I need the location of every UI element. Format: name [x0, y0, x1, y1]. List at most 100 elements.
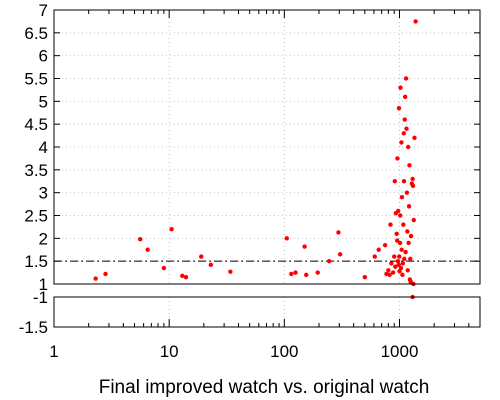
data-point [404, 126, 409, 131]
data-point [399, 195, 405, 200]
data-point [199, 254, 204, 259]
y-tick-label: 3 [39, 184, 48, 203]
data-point [398, 85, 403, 90]
data-point [402, 94, 408, 99]
plot-frames [53, 9, 481, 328]
data-point [394, 231, 399, 236]
data-point [397, 240, 403, 246]
data-point [390, 270, 396, 275]
x-tick-label: 10 [160, 342, 179, 361]
data-point [396, 262, 401, 268]
tick-marks [53, 9, 481, 328]
data-point [402, 256, 407, 262]
data-point [392, 254, 397, 259]
data-point [386, 268, 391, 273]
data-point [393, 264, 398, 269]
y-tick-label: 4.5 [24, 115, 48, 134]
y-tick-label: 1.5 [24, 252, 48, 271]
y-tick-label: 7 [39, 1, 48, 20]
data-point [228, 269, 233, 274]
y-tick-label: 5.5 [24, 70, 48, 89]
x-axis-label: Final improved watch vs. original watch [99, 377, 430, 398]
data-point [304, 272, 309, 278]
data-point [411, 217, 416, 223]
data-point [161, 265, 167, 271]
data-point [398, 213, 403, 218]
data-point [400, 272, 405, 278]
data-point [401, 179, 407, 184]
data-point [103, 271, 108, 277]
reference-lines [54, 260, 480, 298]
data-point [387, 272, 392, 278]
data-point [408, 256, 413, 262]
data-point [293, 270, 298, 275]
lower-plot-frame [53, 296, 481, 328]
data-point [397, 254, 402, 259]
data-point [183, 274, 189, 280]
data-point [389, 261, 394, 266]
data-point [337, 252, 343, 257]
data-point [404, 190, 410, 195]
x-tick-label: 1 [49, 342, 58, 361]
data-point [396, 208, 401, 214]
data-point [180, 273, 185, 278]
data-point [410, 176, 415, 182]
data-point [289, 271, 294, 277]
data-point [406, 144, 411, 150]
data-point [137, 237, 143, 242]
data-point [145, 247, 150, 252]
data-point [284, 236, 289, 241]
data-point [407, 163, 412, 168]
data-point [392, 179, 397, 184]
data-point [408, 233, 414, 239]
y-tick-label: -1 [33, 288, 48, 307]
data-point [405, 229, 410, 234]
data-point [395, 258, 401, 264]
y-tick-label: 1 [39, 275, 48, 294]
data-point [315, 270, 320, 275]
data-point [398, 265, 404, 271]
y-tick-label: 5 [39, 92, 48, 111]
data-point [395, 156, 400, 161]
data-point [403, 76, 409, 81]
data-point [93, 276, 98, 281]
x-tick-label: 100 [270, 342, 298, 361]
upper-grid [54, 9, 480, 285]
data-point [396, 105, 402, 111]
y-tick-label: 4 [39, 138, 48, 157]
data-point [376, 247, 381, 252]
data-point [169, 227, 174, 232]
data-point [406, 204, 412, 209]
data-point [403, 249, 408, 255]
data-point [401, 222, 406, 227]
y-tick-label: 3.5 [24, 161, 48, 180]
data-point [362, 274, 368, 280]
data-point [413, 19, 418, 24]
y-tick-label: 6 [39, 47, 48, 66]
data-point [399, 140, 404, 145]
data-point [410, 183, 416, 189]
data-point [326, 258, 332, 264]
y-tick-label: 2.5 [24, 207, 48, 226]
data-point [208, 262, 214, 268]
data-point [402, 117, 407, 122]
data-point [401, 131, 407, 136]
y-tick-labels: 7 6.5 6 5.5 5 4.5 4 3.5 3 2.5 2 1.5 1-1 -1.5 [19, 1, 48, 337]
data-point [406, 240, 411, 246]
x-tick-label: 1000 [381, 342, 419, 361]
data-point [302, 244, 307, 249]
y-tick-label: -1.5 [19, 318, 48, 337]
data-point [372, 254, 377, 259]
y-tick-label: 6.5 [24, 24, 48, 43]
data-points [93, 19, 418, 300]
data-point [388, 222, 393, 227]
data-point [412, 135, 417, 141]
x-tick-labels: 1 10 100 1000 [49, 342, 418, 361]
data-point [400, 261, 406, 266]
data-point [336, 230, 341, 235]
data-point [405, 268, 410, 273]
lower-grid [54, 296, 480, 328]
data-point [382, 242, 388, 248]
y-tick-label: 2 [39, 229, 48, 248]
